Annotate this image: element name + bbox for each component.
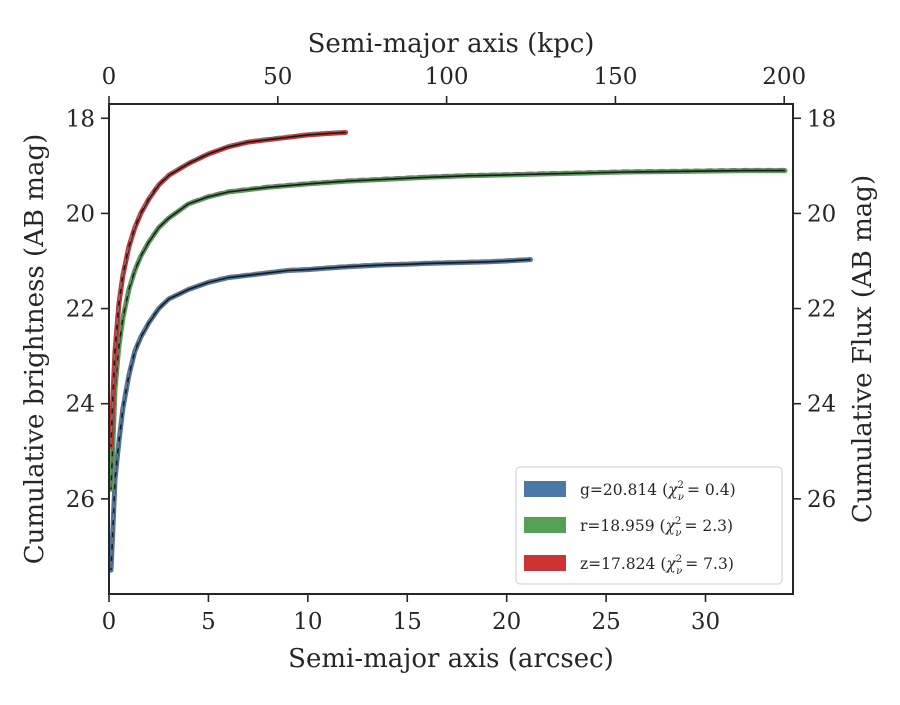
y-tick-label: 22 [66,297,95,323]
legend-swatch-z [524,555,566,571]
plot-frame [108,103,794,595]
x2-tick-label: 100 [425,64,469,90]
series-model-line-2 [110,131,346,447]
y-tick-label: 24 [66,392,95,418]
x-tick-label: 30 [691,609,720,635]
legend-label-r: r=18.959 (χ2 ν = 2.3) [580,516,733,539]
x2-tick-label: 150 [593,64,637,90]
series-model-line-0 [110,258,531,571]
x2-tick-label: 0 [102,64,117,90]
y2-axis-label: Cumulative Flux (AB mag) [848,175,878,523]
x-tick-label: 25 [591,609,620,635]
series-model-dashed-1 [110,167,785,488]
y2-tick-label: 20 [807,201,836,227]
x2-tick-label: 200 [762,64,806,90]
legend-label-z: z=17.824 (χ2 ν = 7.3) [580,554,734,577]
y2-tick-label: 24 [807,392,836,418]
x-tick-label: 0 [102,609,117,635]
series-line-2 [108,130,349,449]
series-line-0 [108,257,533,573]
y2-tick-label: 26 [807,487,836,513]
y-tick-label: 18 [66,106,95,132]
x-axis-label: Semi-major axis (arcsec) [288,644,614,674]
legend-label-g: g=20.814 (χ2 ν = 0.4) [580,480,736,503]
y2-tick-label: 22 [807,297,836,323]
series-line-1 [108,168,788,492]
x-tick-label: 10 [293,609,322,635]
y-tick-label: 20 [66,201,95,227]
series-model-dashed-0 [110,256,531,569]
x2-axis-label: Semi-major axis (kpc) [308,29,595,59]
legend-box [515,466,783,585]
x-tick-label: 20 [492,609,521,635]
series-layer [108,129,788,573]
series-model-line-1 [110,169,785,490]
x2-tick-label: 50 [263,64,292,90]
legend-swatch-g [524,481,566,497]
y2-tick-label: 18 [807,106,836,132]
legend: g=20.814 (χ2 ν = 0.4) r=18.959 (χ2 ν = 2.3) … [515,466,783,585]
y-axis-label: Cumulative brightness (AB mag) [20,134,50,565]
x-tick-label: 15 [393,609,422,635]
series-model-dashed-2 [110,129,346,445]
legend-swatch-r [524,517,566,533]
y-tick-label: 26 [66,487,95,513]
x-tick-label: 5 [201,609,216,635]
